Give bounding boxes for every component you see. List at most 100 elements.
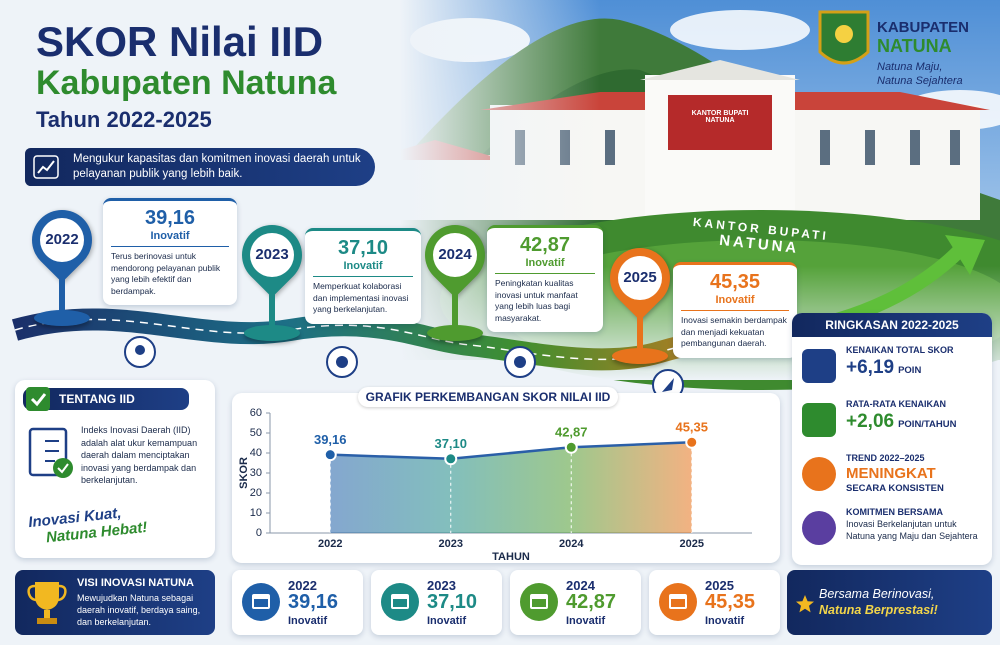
x-tick-label: 2025 [680, 538, 704, 550]
milestone-level: Inovatif [681, 294, 789, 311]
card-score: 42,87 [566, 591, 617, 613]
milestone-score: 39,16 [144, 207, 196, 229]
card-level: Inovatif [427, 615, 467, 627]
x-tick-label: 2024 [559, 538, 584, 550]
summary-label: TREND 2022–2025 [846, 453, 925, 463]
milestone-box: 45,35 Inovatif Inovasi semakin berdampak d… [673, 262, 797, 358]
vision-panel: VISI INOVASI NATUNA Mewujudkan Natuna se… [15, 570, 215, 635]
y-tick-label: 30 [250, 467, 262, 479]
milestone-box: 37,10 Inovatif Memperkuat kolaborasi dan i… [305, 228, 421, 324]
calendar-icon [242, 583, 280, 621]
y-tick-label: 0 [256, 527, 262, 539]
summary-panel: RINGKASAN 2022-2025 KENAIKAN TOTAL SKOR +… [792, 313, 992, 565]
vision-text: Mewujudkan Natuna sebagai daerah inovati… [77, 593, 201, 627]
milestone-text: Terus berinovasi untuk mendorong pelayan… [111, 251, 221, 296]
motto-line: Natuna Maju, [877, 61, 943, 73]
summary-title: RINGKASAN 2022-2025 [792, 313, 992, 337]
card-year: 2022 [288, 578, 317, 593]
summary-icon [802, 457, 836, 491]
about-panel: TENTANG IID Indeks Inovasi Daerah (IID) … [15, 380, 215, 558]
area [330, 442, 692, 533]
card-score: 39,16 [288, 591, 339, 613]
milestone-text: Inovasi semakin berdampak dan menjadi ke… [681, 315, 787, 348]
y-axis-label: SKOR [238, 457, 250, 489]
line [330, 441, 692, 461]
calendar-glyph [530, 594, 548, 609]
card-year: 2025 [705, 578, 734, 593]
logo-text: KABUPATEN NATUNA Natuna Maju, Natuna Seja… [877, 18, 969, 88]
milestone-level: Inovatif [313, 260, 413, 277]
x-axis-label: TAHUN [492, 551, 530, 563]
value-label: 39,16 [314, 432, 347, 447]
y-tick-label: 10 [250, 507, 262, 519]
building-sign: KANTOR BUPATI NATUNA [691, 110, 749, 124]
milestone-text: Peningkatan kualitas inovasi untuk manfa… [495, 278, 578, 323]
calendar-icon [381, 583, 419, 621]
summary-row: +6,19 POIN [846, 357, 921, 379]
pin-year: 2023 [250, 233, 294, 277]
motto-line: Natuna Sejahtera [877, 75, 963, 87]
card-score: 45,35 [705, 591, 756, 613]
footer-line: Bersama Berinovasi, [819, 587, 935, 601]
y-tick-label: 40 [250, 447, 262, 459]
check-icon [26, 387, 50, 411]
y-tick-label: 50 [250, 427, 262, 439]
footer-banner: Bersama Berinovasi, Natuna Berprestasi! [787, 570, 992, 635]
slogan: Inovasi Kuat, Natuna Hebat! [28, 502, 149, 548]
value-label: 37,10 [434, 436, 467, 451]
subtitle: Kabupaten Natuna [36, 64, 337, 102]
chart-title: GRAFIK PERKEMBANGAN SKOR NILAI IID [358, 387, 618, 407]
summary-row: MENINGKAT SECARA KONSISTEN [846, 465, 944, 494]
pin-tail [59, 270, 65, 314]
score-card: 2022 39,16 Inovatif [232, 570, 363, 635]
calendar-glyph [669, 594, 687, 609]
card-score: 37,10 [427, 591, 478, 613]
summary-label: KOMITMEN BERSAMA [846, 507, 943, 517]
x-tick-label: 2022 [318, 538, 342, 550]
logo-motto: Natuna Maju, Natuna Sejahtera [877, 60, 969, 88]
score-card: 2023 37,10 Inovatif [371, 570, 502, 635]
chart: 0 10 20 30 40 50 60 SKOR TAHUN 39,16 2022 37,10 2023… [238, 407, 752, 563]
tagline: Mengukur kapasitas dan komitmen inovasi … [25, 148, 375, 186]
pin-year: 2025 [618, 256, 662, 300]
score-card: 2024 42,87 Inovatif [510, 570, 641, 635]
score-card: 2025 45,35 Inovatif [649, 570, 780, 635]
calendar-icon [659, 583, 697, 621]
card-level: Inovatif [705, 615, 745, 627]
pin-year: 2024 [433, 233, 477, 277]
summary-value: Inovasi Berkelanjutan untuk Natuna yang … [846, 519, 978, 541]
card-year: 2024 [566, 578, 595, 593]
point [323, 448, 337, 462]
milestone-score: 45,35 [709, 271, 761, 293]
milestone-level: Inovatif [111, 230, 229, 247]
pin-base [612, 348, 668, 364]
about-title: TENTANG IID [23, 388, 189, 410]
summary-row: +2,06 POIN/TAHUN [846, 411, 956, 433]
summary-value: +2,06 [846, 411, 895, 432]
trophy-icon [27, 582, 67, 624]
y-tick-label: 60 [250, 407, 262, 419]
title: SKOR Nilai IID [36, 18, 324, 65]
about-text: Indeks Inovasi Daerah (IID) adalah alat … [81, 425, 198, 485]
pin-base [244, 325, 300, 341]
logo-name: NATUNA [877, 36, 952, 56]
milestone-score: 42,87 [519, 234, 571, 256]
card-level: Inovatif [288, 615, 328, 627]
summary-unit: POIN/TAHUN [898, 419, 957, 430]
calendar-icon [520, 583, 558, 621]
chart-panel: 0 10 20 30 40 50 60 SKOR TAHUN 39,16 2022 37,10 2023… [232, 393, 780, 563]
summary-value: +6,19 [846, 357, 895, 378]
milestone-box: 42,87 Inovatif Peningkatan kualitas inovas… [487, 225, 603, 332]
point [444, 452, 458, 466]
card-year: 2023 [427, 578, 456, 593]
summary-icon [802, 349, 836, 383]
pin-tail [269, 285, 275, 329]
summary-icon [802, 511, 836, 545]
calendar-glyph [252, 594, 270, 609]
summary-value: MENINGKAT [846, 465, 936, 482]
summary-label: KENAIKAN TOTAL SKOR [846, 345, 954, 355]
card-level: Inovatif [566, 615, 606, 627]
chart-icon [33, 155, 59, 179]
pin-tail [637, 308, 643, 352]
